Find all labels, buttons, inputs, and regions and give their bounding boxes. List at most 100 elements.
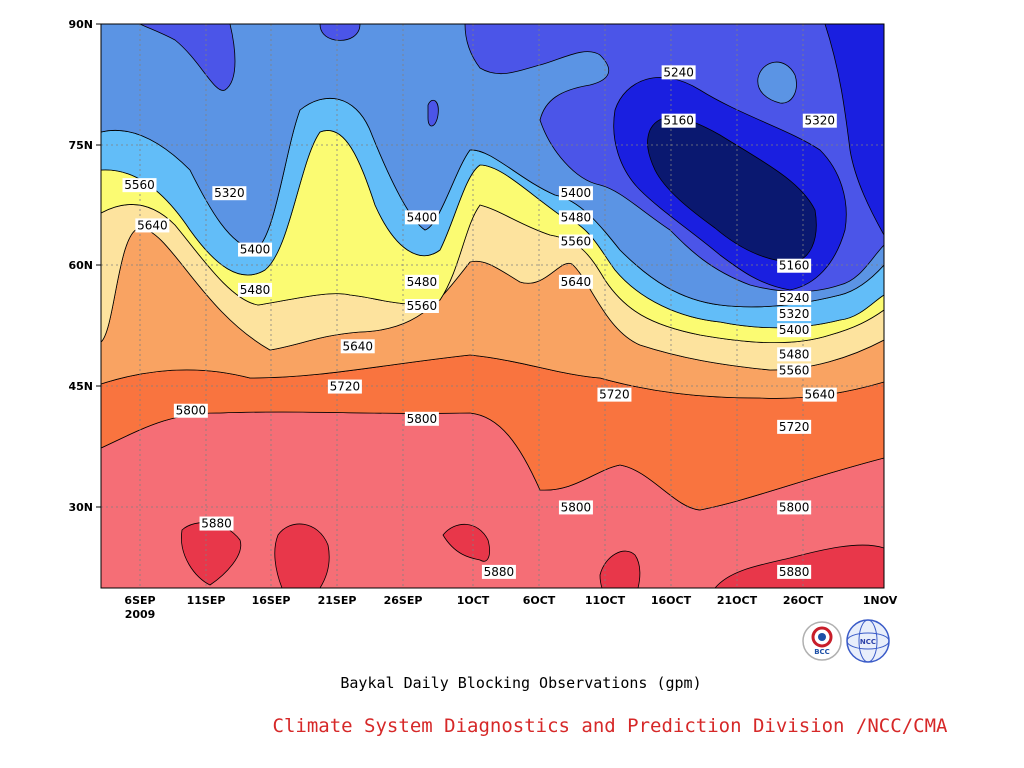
bcc-logo: BCC — [802, 621, 842, 661]
contour-label-text: 5640 — [561, 275, 592, 289]
contour-label: 5400 — [404, 210, 439, 225]
x-tick-label: 11OCT — [585, 594, 626, 607]
ncc-logo-text: NCC — [860, 638, 876, 646]
contour-label-text: 5240 — [663, 65, 694, 79]
contour-label-text: 5640 — [137, 218, 168, 232]
contour-label: 5560 — [122, 178, 157, 193]
contour-label-text: 5720 — [779, 420, 810, 434]
contour-label: 5880 — [777, 564, 812, 579]
contour-label: 5160 — [777, 258, 812, 273]
contour-label-text: 5240 — [779, 291, 810, 305]
x-tick-label: 21SEP — [318, 594, 357, 607]
contour-label-text: 5400 — [561, 186, 592, 200]
contour-label-text: 5320 — [805, 114, 836, 128]
x-tick-label: 26OCT — [783, 594, 824, 607]
contour-label: 5480 — [777, 347, 812, 362]
contour-label-text: 5160 — [779, 259, 810, 273]
contour-label-text: 5800 — [561, 500, 592, 514]
y-tick-label: 30N — [68, 501, 93, 514]
contour-label: 5240 — [661, 65, 696, 80]
x-tick-label: 1NOV — [863, 594, 898, 607]
contour-label: 5640 — [558, 274, 593, 289]
contour-label-text: 5560 — [779, 363, 810, 377]
plot-frame — [100, 23, 885, 589]
x-tick-label: 26SEP — [384, 594, 423, 607]
x-tick-label: 21OCT — [717, 594, 758, 607]
contour-label: 5880 — [199, 516, 234, 531]
fill-band-5240-mid — [319, 24, 361, 41]
contour-label: 5800 — [173, 403, 208, 418]
contour-label-text: 5560 — [561, 235, 592, 249]
chart-title: Baykal Daily Blocking Observations (gpm) — [340, 674, 701, 692]
contour-label: 5720 — [597, 387, 632, 402]
x-tick-label: 11SEP — [187, 594, 226, 607]
contour-label-text: 5320 — [214, 186, 245, 200]
contour-label-text: 5400 — [407, 210, 438, 224]
x-tick-label: 6OCT — [523, 594, 556, 607]
contour-label-text: 5800 — [407, 412, 438, 426]
contour-label: 5800 — [777, 500, 812, 515]
contour-label: 5160 — [661, 113, 696, 128]
x-year-label: 2009 — [125, 608, 156, 621]
bcc-logo-text: BCC — [814, 648, 830, 656]
axis-ticks — [96, 23, 101, 508]
contour-label-text: 5400 — [240, 243, 271, 257]
contour-label: 5400 — [558, 186, 593, 201]
contour-fills — [101, 24, 884, 588]
contour-label: 5640 — [135, 218, 170, 233]
contour-label-text: 5880 — [779, 565, 810, 579]
contour-label: 5480 — [558, 210, 593, 225]
x-tick-label: 1OCT — [457, 594, 490, 607]
contour-label: 5320 — [777, 307, 812, 322]
contour-label: 5480 — [238, 282, 273, 297]
x-tick-label: 16OCT — [651, 594, 692, 607]
contour-label-text: 5400 — [779, 323, 810, 337]
contour-label: 5640 — [340, 339, 375, 354]
fill-band-5240-dot — [427, 99, 439, 127]
contour-label-text: 5640 — [342, 339, 373, 353]
contour-label: 5320 — [802, 113, 837, 128]
x-tick-label: 6SEP — [124, 594, 155, 607]
high-5880-c — [442, 523, 490, 562]
contour-label-text: 5640 — [805, 388, 836, 402]
high-5880-d — [599, 550, 641, 588]
contour-label: 5240 — [777, 290, 812, 305]
contour-label: 5800 — [404, 411, 439, 426]
contour-label-text: 5720 — [599, 388, 630, 402]
island-5320 — [757, 61, 797, 104]
contour-label-text: 5720 — [330, 380, 361, 394]
contour-label: 5400 — [238, 242, 273, 257]
x-axis-labels: 6SEP 2009 11SEP 16SEP 21SEP 26SEP 1OCT 6… — [124, 594, 897, 621]
grid — [101, 24, 884, 588]
contour-label-text: 5880 — [201, 517, 232, 531]
high-5880-b — [274, 523, 330, 588]
contour-label-text: 5880 — [484, 565, 515, 579]
contour-labels: 5240 5160 5320 5560 5320 5640 5400 5480 5400 5480… — [122, 65, 837, 579]
ncc-logo: NCC — [846, 619, 890, 663]
y-tick-label: 45N — [68, 380, 93, 393]
contour-label-text: 5800 — [779, 500, 810, 514]
contour-label: 5560 — [558, 234, 593, 249]
contour-label-text: 5480 — [561, 210, 592, 224]
contour-label: 5880 — [481, 564, 516, 579]
contour-label: 5720 — [327, 379, 362, 394]
contour-label-text: 5560 — [124, 178, 155, 192]
contour-label: 5640 — [802, 387, 837, 402]
y-tick-label: 90N — [68, 18, 93, 31]
y-tick-label: 75N — [68, 139, 93, 152]
contour-label-text: 5480 — [407, 275, 438, 289]
contour-label-text: 5800 — [176, 404, 207, 418]
fill-band-5240-top — [139, 24, 236, 91]
contour-label-text: 5160 — [663, 114, 694, 128]
contour-label: 5800 — [558, 500, 593, 515]
contour-label: 5480 — [404, 274, 439, 289]
contour-label: 5320 — [212, 186, 247, 201]
contour-label-text: 5320 — [779, 307, 810, 321]
contour-label-text: 5480 — [240, 283, 271, 297]
contour-label: 5560 — [404, 299, 439, 313]
contour-label-text: 5480 — [779, 347, 810, 361]
y-axis-labels: 30N 45N 60N 75N 90N — [68, 18, 93, 514]
fill-band-5160-top — [824, 24, 884, 236]
credit-line: Climate System Diagnostics and Predictio… — [273, 715, 948, 737]
